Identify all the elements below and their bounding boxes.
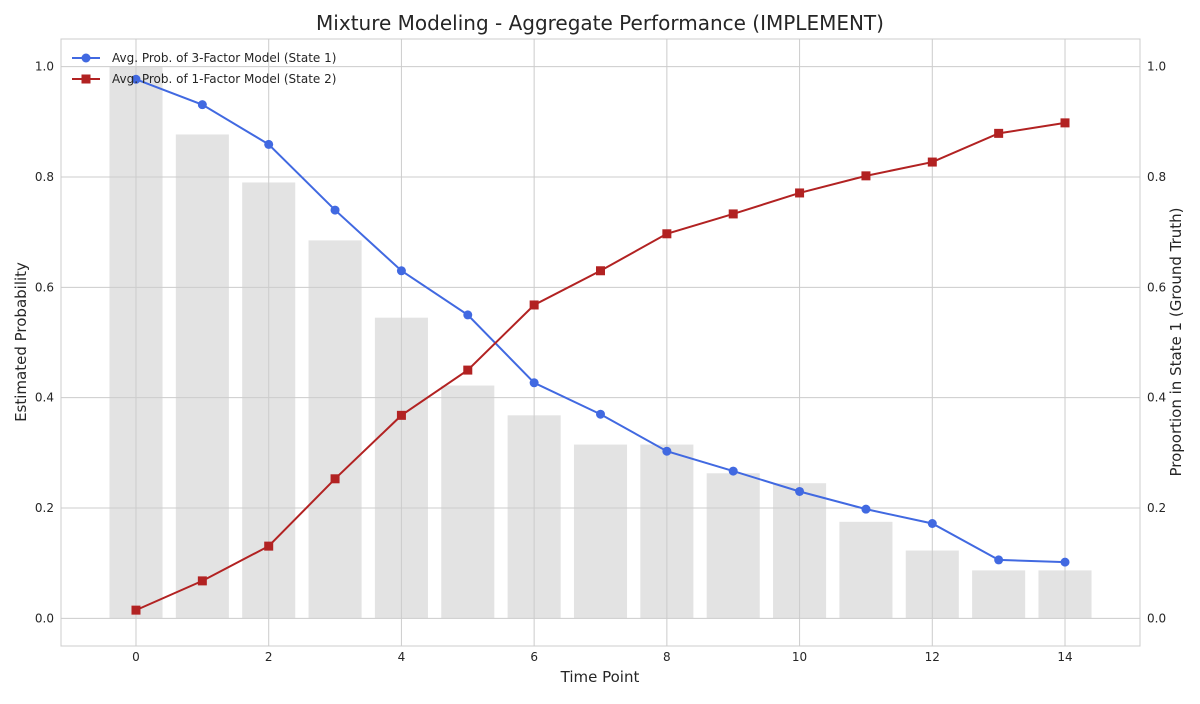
point-3-factor <box>994 555 1004 565</box>
y2-tick-label: 0.6 <box>1147 280 1166 294</box>
point-3-factor <box>927 518 937 528</box>
point-1-factor <box>861 171 871 181</box>
ground-truth-bars <box>109 66 1092 619</box>
plot-frame <box>60 38 1141 647</box>
point-1-factor <box>264 541 274 551</box>
point-1-factor <box>197 576 207 586</box>
point-3-factor <box>197 100 207 110</box>
point-3-factor <box>596 409 605 419</box>
y-tick-label: 0.0 <box>35 611 54 625</box>
point-1-factor <box>662 229 672 239</box>
point-3-factor <box>463 310 473 320</box>
x-tick-label: 6 <box>530 650 538 664</box>
point-1-factor <box>927 157 937 167</box>
x-tick-label: 0 <box>132 650 140 664</box>
y2-tick-label: 0.0 <box>1147 611 1166 625</box>
legend-label-1-factor: Avg. Prob. of 1-Factor Model (State 2) <box>112 72 336 86</box>
legend-item-1-factor: Avg. Prob. of 1-Factor Model (State 2) <box>72 72 336 86</box>
legend-item-3-factor: Avg. Prob. of 3-Factor Model (State 1) <box>72 51 336 65</box>
y-tick-label: 0.4 <box>35 391 54 405</box>
legend: Avg. Prob. of 3-Factor Model (State 1) A… <box>72 51 336 86</box>
y-tick-label: 1.0 <box>35 60 54 74</box>
y-tick-label: 0.2 <box>35 501 54 515</box>
x-tick-label: 12 <box>925 650 940 664</box>
point-1-factor <box>396 410 406 420</box>
point-3-factor <box>131 74 141 84</box>
x-tick-label: 14 <box>1057 650 1072 664</box>
point-1-factor <box>596 266 605 276</box>
legend-marker-3-factor <box>81 53 91 63</box>
point-1-factor <box>1060 118 1070 128</box>
ground-truth-bar <box>972 570 1026 619</box>
point-1-factor <box>330 474 340 484</box>
ground-truth-bar <box>706 473 760 619</box>
point-3-factor <box>396 266 406 276</box>
y2-tick-label: 0.4 <box>1147 391 1166 405</box>
y2-axis-label: Proportion in State 1 (Ground Truth) <box>1167 207 1185 476</box>
x-tick-label: 8 <box>663 650 671 664</box>
tick-labels: 0 2 4 6 8 10 12 14 0.0 0.2 0.4 0.6 0.8 1.0 0.0 0.2 0.4 0.… <box>35 60 1166 664</box>
ground-truth-bar <box>839 521 893 619</box>
y2-tick-label: 0.2 <box>1147 501 1166 515</box>
x-axis-label: Time Point <box>560 668 640 686</box>
x-tick-label: 2 <box>265 650 273 664</box>
ground-truth-bar <box>441 385 495 619</box>
legend-label-3-factor: Avg. Prob. of 3-Factor Model (State 1) <box>112 51 336 65</box>
x-tick-label: 4 <box>398 650 406 664</box>
point-3-factor <box>529 378 539 388</box>
point-3-factor <box>1060 557 1070 567</box>
grid-lines <box>61 39 1140 646</box>
point-1-factor <box>994 128 1004 138</box>
point-1-factor <box>131 605 141 615</box>
point-3-factor <box>330 205 340 215</box>
ground-truth-bar <box>308 240 362 619</box>
y2-tick-label: 0.8 <box>1147 170 1166 184</box>
x-tick-label: 10 <box>792 650 807 664</box>
point-3-factor <box>795 486 805 496</box>
legend-marker-1-factor <box>81 74 91 84</box>
series-markers <box>131 74 1070 615</box>
point-1-factor <box>529 300 539 310</box>
point-1-factor <box>728 209 738 219</box>
y-tick-label: 0.8 <box>35 170 54 184</box>
y-axis-label: Estimated Probability <box>12 262 30 422</box>
ground-truth-bar <box>573 444 628 619</box>
point-1-factor <box>795 188 805 198</box>
chart-title: Mixture Modeling - Aggregate Performance… <box>316 11 884 35</box>
point-3-factor <box>728 466 738 476</box>
y-tick-label: 0.6 <box>35 280 54 294</box>
point-1-factor <box>463 365 473 375</box>
point-3-factor <box>264 139 274 149</box>
y2-tick-label: 1.0 <box>1147 60 1166 74</box>
point-3-factor <box>861 504 871 514</box>
point-3-factor <box>662 446 672 456</box>
ground-truth-bar <box>175 134 229 619</box>
